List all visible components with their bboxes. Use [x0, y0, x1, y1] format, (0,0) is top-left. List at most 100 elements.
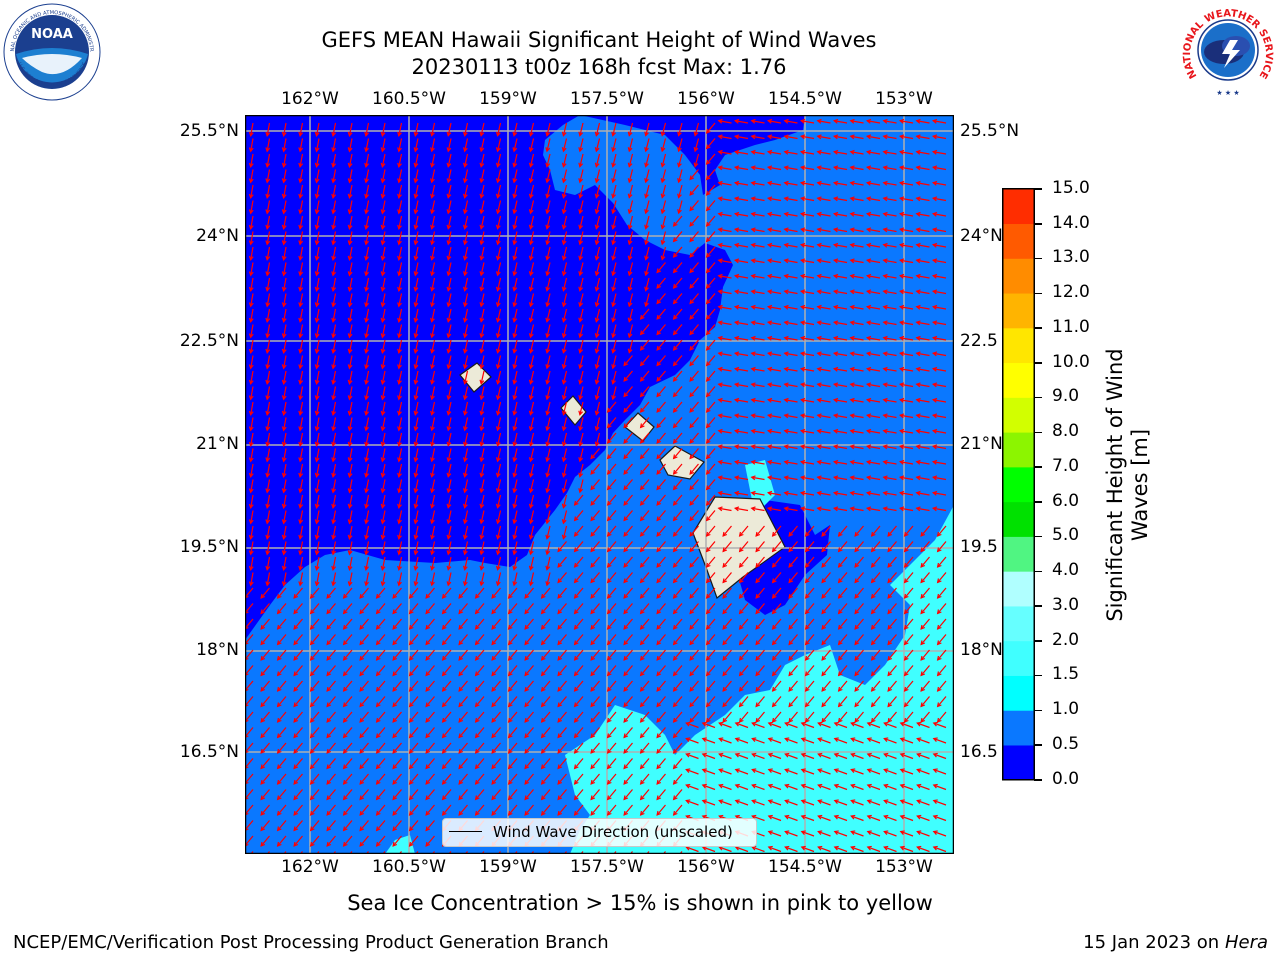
wind-wave-arrowhead: [441, 671, 447, 677]
wind-wave-arrow: [871, 572, 881, 583]
wind-wave-arrowhead: [309, 810, 315, 816]
right-lat-label: 19.5: [960, 537, 998, 557]
wind-wave-arrowhead: [656, 717, 662, 723]
wind-wave-arrowhead: [766, 382, 773, 388]
wind-wave-arrow: [612, 215, 617, 229]
wind-wave-arrowhead: [314, 379, 320, 385]
wind-wave-arrow: [409, 665, 419, 676]
wind-wave-arrowhead: [479, 581, 485, 587]
wind-wave-arrowhead: [898, 180, 905, 186]
wind-wave-arrowhead: [298, 240, 304, 246]
wind-wave-arrow: [612, 293, 617, 307]
wind-wave-arrow: [266, 417, 271, 431]
wind-wave-arrowhead: [446, 441, 452, 447]
wind-wave-arrowhead: [766, 413, 773, 419]
wind-wave-arrow: [431, 169, 436, 183]
wind-wave-arrow: [755, 649, 765, 661]
wind-wave-arrow: [801, 337, 815, 341]
wind-wave-arrow: [431, 510, 436, 524]
wind-wave-arrowhead: [832, 227, 839, 233]
wind-wave-arrow: [818, 784, 831, 791]
wind-wave-arrowhead: [545, 255, 551, 261]
wind-wave-arrow: [904, 618, 914, 630]
wind-wave-arrow: [310, 789, 320, 800]
wind-wave-arrow: [933, 275, 947, 279]
wind-wave-arrowhead: [903, 624, 909, 630]
wind-wave-arrow: [673, 665, 683, 676]
wind-wave-arrowhead: [931, 242, 938, 248]
wind-wave-arrow: [524, 603, 534, 614]
wind-wave-arrowhead: [474, 764, 480, 770]
wind-wave-arrow: [834, 476, 848, 481]
wind-wave-arrow: [772, 587, 782, 599]
wind-wave-arrow: [326, 742, 336, 754]
wind-wave-arrow: [706, 634, 716, 645]
wind-wave-arrow: [497, 262, 502, 276]
wind-wave-arrowhead: [375, 717, 381, 723]
wind-wave-arrow: [817, 337, 831, 341]
wind-wave-arrowhead: [672, 717, 678, 723]
wind-wave-arrowhead: [738, 578, 744, 584]
wind-wave-arrowhead: [656, 268, 662, 274]
wind-wave-arrowhead: [578, 302, 584, 308]
wind-wave-arrowhead: [672, 268, 678, 274]
wind-wave-arrow: [348, 386, 353, 400]
wind-wave-arrowhead: [804, 671, 810, 677]
wind-wave-arrowhead: [331, 457, 337, 463]
wind-wave-arrowhead: [832, 490, 839, 496]
wind-wave-arrowhead: [931, 320, 938, 326]
wind-wave-arrowhead: [750, 273, 756, 279]
wind-wave-arrowhead: [767, 768, 773, 773]
wind-wave-arrow: [293, 711, 303, 723]
wind-wave-arrowhead: [561, 472, 567, 478]
wind-wave-arrowhead: [755, 547, 761, 553]
wind-wave-arrowhead: [734, 783, 740, 789]
wind-wave-arrow: [689, 169, 699, 180]
wind-wave-arrowhead: [425, 748, 431, 754]
wind-wave-arrowhead: [462, 395, 468, 401]
wind-wave-arrowhead: [639, 361, 645, 367]
wind-wave-arrow: [801, 135, 815, 140]
wind-wave-arrow: [640, 618, 650, 630]
wind-wave-arrowhead: [364, 565, 369, 571]
wind-wave-arrowhead: [495, 534, 501, 540]
wind-wave-arrowhead: [281, 534, 287, 541]
wind-wave-arrowhead: [347, 472, 353, 478]
wind-wave-arrowhead: [689, 454, 695, 460]
wind-wave-arrowhead: [915, 335, 921, 341]
wind-wave-arrowhead: [750, 506, 756, 512]
wind-wave-arrow: [850, 244, 864, 248]
wind-wave-arrowhead: [734, 737, 740, 742]
wind-wave-arrowhead: [314, 162, 320, 168]
wind-wave-arrowhead: [717, 397, 723, 403]
wind-wave-arrow: [332, 556, 337, 570]
wind-wave-arrow: [326, 727, 336, 738]
wind-wave-arrowhead: [850, 814, 856, 820]
wind-wave-arrowhead: [446, 193, 452, 199]
wind-wave-arrowhead: [446, 534, 452, 540]
colorbar-segment: [1002, 501, 1035, 537]
wind-wave-arrowhead: [364, 441, 369, 447]
wind-wave-arrowhead: [920, 547, 926, 553]
wind-wave-arrowhead: [594, 317, 600, 323]
wind-wave-arrowhead: [458, 748, 464, 754]
wind-wave-arrow: [706, 556, 716, 568]
wind-wave-arrowhead: [920, 593, 926, 599]
wind-wave-arrow: [475, 634, 485, 645]
wind-wave-arrow: [706, 370, 716, 382]
wind-wave-arrow: [785, 799, 798, 806]
wind-wave-arrow: [348, 231, 353, 245]
wind-wave-arrow: [920, 525, 930, 537]
wind-wave-arrowhead: [870, 578, 876, 584]
wind-wave-arrow: [850, 399, 864, 403]
wind-wave-arrowhead: [248, 147, 254, 153]
wind-wave-arrowhead: [342, 686, 348, 692]
wind-wave-arrowhead: [248, 302, 254, 308]
wind-wave-arrowhead: [832, 413, 839, 419]
wind-wave-arrow: [283, 572, 287, 586]
wind-wave-arrowhead: [474, 795, 480, 801]
bottom-lon-label: 156°W: [677, 857, 735, 877]
wind-wave-arrowhead: [656, 795, 662, 801]
wind-wave-arrowhead: [656, 624, 662, 630]
wind-wave-arrowhead: [331, 503, 337, 509]
